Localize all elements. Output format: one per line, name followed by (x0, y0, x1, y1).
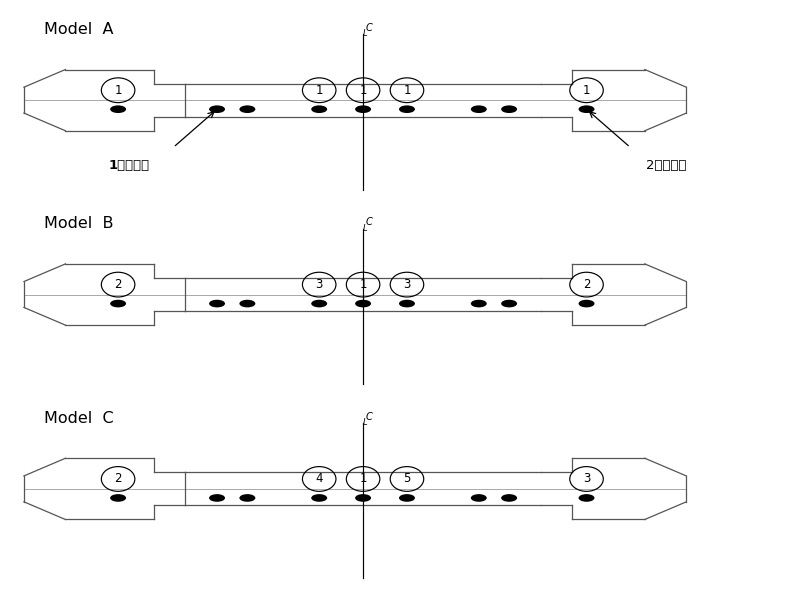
Text: L: L (362, 418, 367, 427)
Text: 4: 4 (315, 472, 323, 485)
Text: 2차케이블: 2차케이블 (646, 159, 686, 172)
Ellipse shape (110, 494, 126, 502)
Text: 1: 1 (359, 278, 367, 291)
Ellipse shape (239, 300, 255, 307)
Ellipse shape (209, 494, 225, 502)
Ellipse shape (399, 105, 415, 113)
Text: C: C (365, 412, 372, 422)
Ellipse shape (471, 494, 487, 502)
Text: 2: 2 (583, 278, 591, 291)
Ellipse shape (471, 105, 487, 113)
Text: 1: 1 (359, 472, 367, 485)
Ellipse shape (355, 105, 371, 113)
Ellipse shape (239, 494, 255, 502)
Ellipse shape (355, 494, 371, 502)
Ellipse shape (355, 300, 371, 307)
Text: 2: 2 (114, 472, 122, 485)
Ellipse shape (209, 105, 225, 113)
Text: 2: 2 (114, 278, 122, 291)
Text: 3: 3 (583, 472, 591, 485)
Text: 1: 1 (583, 84, 591, 97)
Ellipse shape (110, 105, 126, 113)
Ellipse shape (579, 300, 595, 307)
Text: 5: 5 (403, 472, 411, 485)
Ellipse shape (311, 300, 327, 307)
Text: 3: 3 (403, 278, 411, 291)
Ellipse shape (209, 300, 225, 307)
Ellipse shape (311, 105, 327, 113)
Text: Model  A: Model A (44, 22, 113, 37)
Text: C: C (365, 217, 372, 227)
Text: Model  C: Model C (44, 411, 113, 426)
Text: 1: 1 (359, 84, 367, 97)
Ellipse shape (501, 494, 517, 502)
Text: 1: 1 (315, 84, 323, 97)
Text: 1차케이블: 1차케이블 (109, 159, 150, 172)
Text: L: L (362, 29, 367, 38)
Text: 1: 1 (403, 84, 411, 97)
Ellipse shape (311, 494, 327, 502)
Ellipse shape (579, 494, 595, 502)
Ellipse shape (501, 300, 517, 307)
Ellipse shape (399, 300, 415, 307)
Text: C: C (365, 23, 372, 33)
Ellipse shape (399, 494, 415, 502)
Text: L: L (362, 224, 367, 233)
Text: 1: 1 (114, 84, 122, 97)
Text: 3: 3 (315, 278, 323, 291)
Text: Model  B: Model B (44, 217, 113, 231)
Ellipse shape (239, 105, 255, 113)
Ellipse shape (501, 105, 517, 113)
Ellipse shape (579, 105, 595, 113)
Ellipse shape (110, 300, 126, 307)
Ellipse shape (471, 300, 487, 307)
